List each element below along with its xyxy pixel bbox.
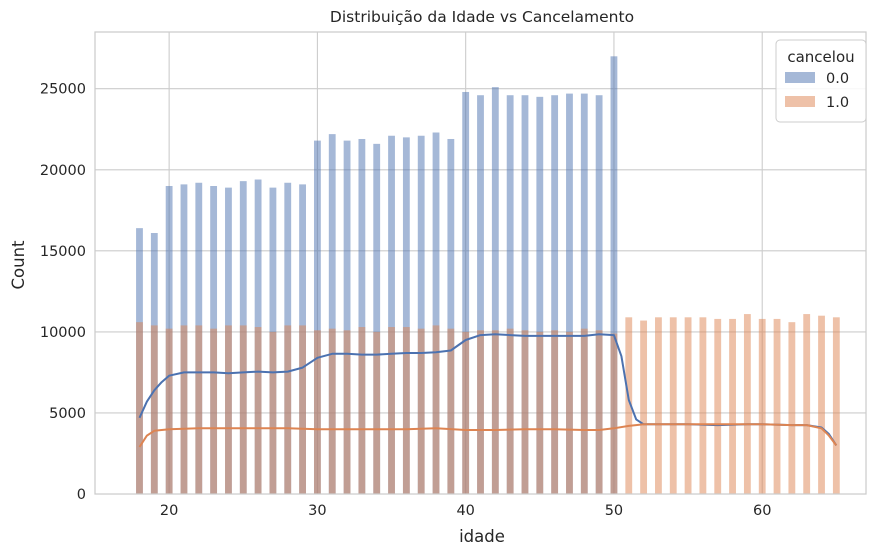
x-tick-label: 50 <box>605 503 623 519</box>
bar-series-0 <box>402 137 410 495</box>
legend-label-0: 0.0 <box>826 71 849 87</box>
bar-series-1 <box>462 331 470 494</box>
x-tick-label: 20 <box>160 503 178 519</box>
legend-label-1: 1.0 <box>826 95 849 111</box>
bar-series-1 <box>506 328 514 494</box>
bar-series-1 <box>254 327 262 494</box>
bar-series-1 <box>225 325 232 494</box>
y-tick-label: 5000 <box>49 406 86 422</box>
y-tick-label: 10000 <box>40 325 86 341</box>
bar-series-0 <box>580 93 588 494</box>
chart-title: Distribuição da Idade vs Cancelamento <box>330 8 634 26</box>
bar-series-0 <box>566 93 573 494</box>
bar-series-1 <box>165 328 173 494</box>
bar-series-0 <box>313 140 321 494</box>
bar-series-0 <box>551 95 559 494</box>
y-tick-label: 15000 <box>40 244 86 260</box>
bar-series-1 <box>328 328 336 494</box>
bar-series-1 <box>758 318 766 494</box>
bar-series-1 <box>580 328 588 494</box>
bar-series-1 <box>818 315 825 494</box>
bar-series-0 <box>595 95 603 494</box>
bar-series-1 <box>136 322 143 494</box>
bar-series-1 <box>269 331 277 494</box>
y-axis-label: Count <box>9 240 28 290</box>
x-tick-label: 60 <box>753 503 771 519</box>
legend-title: cancelou <box>787 48 854 66</box>
x-tick-label: 40 <box>456 503 474 519</box>
bar-series-1 <box>832 317 840 494</box>
kde-lines <box>138 333 838 448</box>
bar-series-1 <box>803 314 811 494</box>
bar-series-1 <box>284 325 292 494</box>
bar-series-1 <box>373 331 381 494</box>
y-tick-label: 0 <box>77 487 86 503</box>
bar-series-0 <box>373 143 381 494</box>
bar-series-0 <box>417 135 425 494</box>
bar-series-1 <box>239 325 247 494</box>
bar-series-1 <box>566 331 573 494</box>
x-axis-label: idade <box>459 527 505 546</box>
bar-series-1 <box>669 317 677 494</box>
bar-series-1 <box>447 328 455 494</box>
bar-series-1 <box>595 330 603 494</box>
legend: cancelou 0.0 1.0 <box>775 39 867 123</box>
bars-layer <box>136 56 840 495</box>
bar-series-1 <box>625 317 633 494</box>
bar-series-0 <box>506 95 514 494</box>
bar-series-1 <box>358 327 366 494</box>
plot-frame <box>94 31 867 495</box>
bar-series-1 <box>180 325 188 494</box>
bar-series-0 <box>610 56 618 494</box>
bar-series-1 <box>640 320 648 494</box>
bar-series-0 <box>432 132 440 495</box>
bar-series-1 <box>313 330 321 494</box>
bar-series-0 <box>521 95 529 494</box>
bar-series-1 <box>655 317 662 494</box>
bar-series-1 <box>729 318 736 494</box>
bar-series-1 <box>773 318 781 494</box>
bar-series-1 <box>743 314 751 494</box>
bar-series-1 <box>551 330 559 494</box>
bar-series-0 <box>536 96 544 494</box>
bar-series-1 <box>477 330 484 494</box>
legend-swatch-0 <box>785 72 815 83</box>
bar-series-0 <box>328 134 336 494</box>
y-tick-label: 25000 <box>40 82 86 98</box>
bar-series-1 <box>521 330 529 494</box>
bar-series-0 <box>388 135 395 494</box>
bar-series-0 <box>447 138 455 494</box>
bar-series-1 <box>491 330 499 494</box>
bar-series-1 <box>417 328 425 494</box>
bar-series-1 <box>388 327 395 494</box>
legend-swatch-1 <box>785 96 815 107</box>
bar-series-0 <box>462 91 470 495</box>
y-tick-label: 20000 <box>40 163 86 179</box>
bar-series-1 <box>788 322 796 494</box>
bar-series-1 <box>432 325 440 494</box>
bar-series-1 <box>402 327 410 494</box>
kde-line-series-1 <box>138 423 838 448</box>
bar-series-1 <box>210 328 218 494</box>
bar-series-1 <box>610 333 618 494</box>
bar-series-1 <box>714 318 722 494</box>
bar-series-1 <box>195 325 203 494</box>
bar-series-1 <box>699 317 707 494</box>
bar-series-0 <box>477 95 484 494</box>
bar-series-0 <box>358 138 366 494</box>
bar-series-1 <box>299 325 306 494</box>
bar-series-1 <box>536 331 544 494</box>
bar-series-1 <box>343 330 351 494</box>
bar-series-0 <box>491 87 499 495</box>
bar-series-1 <box>684 317 692 494</box>
axis-ticks: 20 30 40 50 60 0 5000 10000 15000 20000 25000 <box>40 82 772 519</box>
bar-series-1 <box>150 325 158 494</box>
bar-series-0 <box>343 140 351 494</box>
x-tick-label: 30 <box>308 503 326 519</box>
